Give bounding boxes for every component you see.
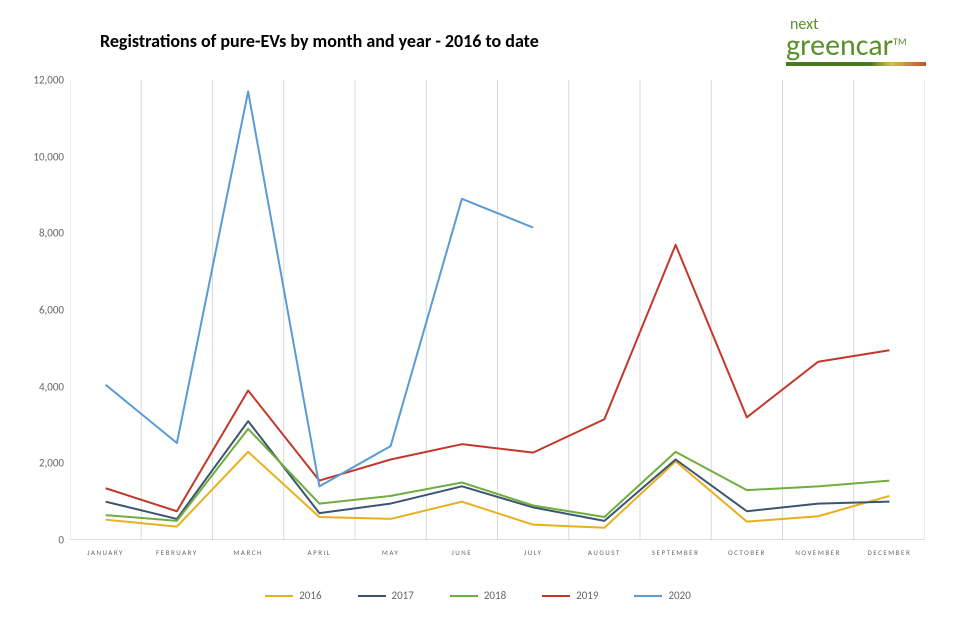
legend: 2016 2017 2018 2019 2020 (0, 589, 956, 602)
y-tick-label: 10,000 (33, 150, 64, 163)
logo-tm: TM (893, 35, 906, 48)
legend-item-2016: 2016 (265, 589, 321, 602)
chart-title: Registrations of pure-EVs by month and y… (100, 30, 539, 52)
legend-label: 2018 (484, 589, 506, 602)
y-tick-label: 8,000 (39, 227, 64, 240)
chart-container: Registrations of pure-EVs by month and y… (0, 0, 956, 620)
legend-swatch (542, 595, 570, 597)
x-tick-label: MAY (382, 548, 399, 557)
y-tick-label: 12,000 (33, 74, 64, 87)
x-tick-label: AUGUST (588, 548, 621, 557)
legend-swatch (450, 595, 478, 597)
logo-line2: greencarTM (786, 32, 926, 60)
plot-area (70, 80, 925, 540)
y-tick-label: 6,000 (39, 304, 64, 317)
y-tick-label: 4,000 (39, 380, 64, 393)
legend-label: 2017 (392, 589, 414, 602)
brand-logo: next greencarTM (786, 18, 926, 66)
x-tick-label: MARCH (233, 548, 262, 557)
x-tick-label: JANUARY (87, 548, 124, 557)
x-tick-label: JUNE (452, 548, 473, 557)
series-line-2020 (106, 92, 534, 487)
legend-item-2018: 2018 (450, 589, 506, 602)
legend-label: 2020 (668, 589, 690, 602)
x-tick-label: NOVEMBER (795, 548, 840, 557)
legend-label: 2019 (576, 589, 598, 602)
x-tick-label: FEBRUARY (156, 548, 198, 557)
x-tick-label: APRIL (308, 548, 332, 557)
x-tick-label: OCTOBER (728, 548, 766, 557)
legend-label: 2016 (299, 589, 321, 602)
legend-item-2020: 2020 (634, 589, 690, 602)
legend-item-2017: 2017 (358, 589, 414, 602)
x-tick-label: DECEMBER (867, 548, 911, 557)
legend-swatch (358, 595, 386, 597)
legend-swatch (634, 595, 662, 597)
y-tick-label: 0 (58, 534, 64, 547)
legend-swatch (265, 595, 293, 597)
x-tick-label: JULY (524, 548, 543, 557)
legend-item-2019: 2019 (542, 589, 598, 602)
x-tick-label: SEPTEMBER (652, 548, 700, 557)
y-tick-label: 2,000 (39, 457, 64, 470)
